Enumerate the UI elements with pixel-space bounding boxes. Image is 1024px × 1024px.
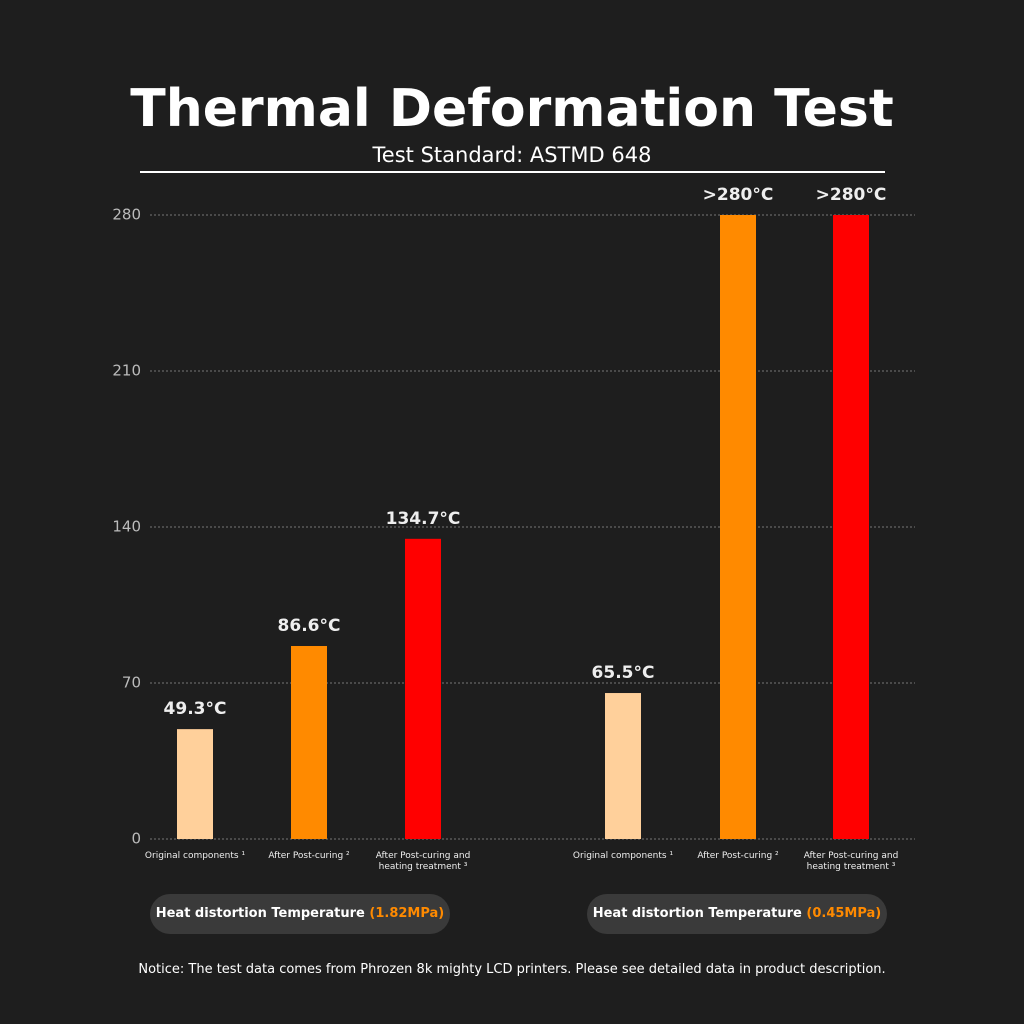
bar [405,538,441,839]
group-label-highlight: (0.45MPa) [806,906,882,921]
x-tick-label: After Post-curing and heating treatment … [375,851,471,872]
y-tick-label: 70 [122,674,141,692]
notice: Notice: The test data comes from Phrozen… [138,962,886,977]
x-tick-label: After Post-curing ² [697,851,779,861]
group-label: Heat distortion Temperature (0.45MPa) [587,894,887,934]
group-label-highlight: (1.82MPa) [369,906,445,921]
y-tick-label: 140 [112,518,141,536]
y-tick-label: 210 [112,362,141,380]
value-label: >280°C [816,185,887,205]
x-tick-label: Original components ¹ [572,851,674,861]
x-tick-label: After Post-curing and heating treatment … [803,851,899,872]
x-tick-label: Original components ¹ [144,851,246,861]
y-tick-label: 0 [131,830,141,848]
bar [720,215,756,839]
value-label: 134.7°C [386,509,461,529]
value-label: 65.5°C [592,663,655,683]
bar [833,215,869,839]
group-label-text: Heat distortion Temperature [592,906,802,921]
bar [177,729,213,839]
y-tick-label: 280 [112,206,141,224]
bar [605,693,641,839]
group-label-text: Heat distortion Temperature [155,906,365,921]
x-tick-label: After Post-curing ² [268,851,350,861]
value-label: 86.6°C [278,616,341,636]
bar [291,646,327,839]
chart-subtitle: Test Standard: ASTMD 648 [372,143,652,167]
chart-title: Thermal Deformation Test [130,79,893,139]
value-label: >280°C [703,185,774,205]
group-label: Heat distortion Temperature (1.82MPa) [150,894,450,934]
value-label: 49.3°C [164,699,227,719]
